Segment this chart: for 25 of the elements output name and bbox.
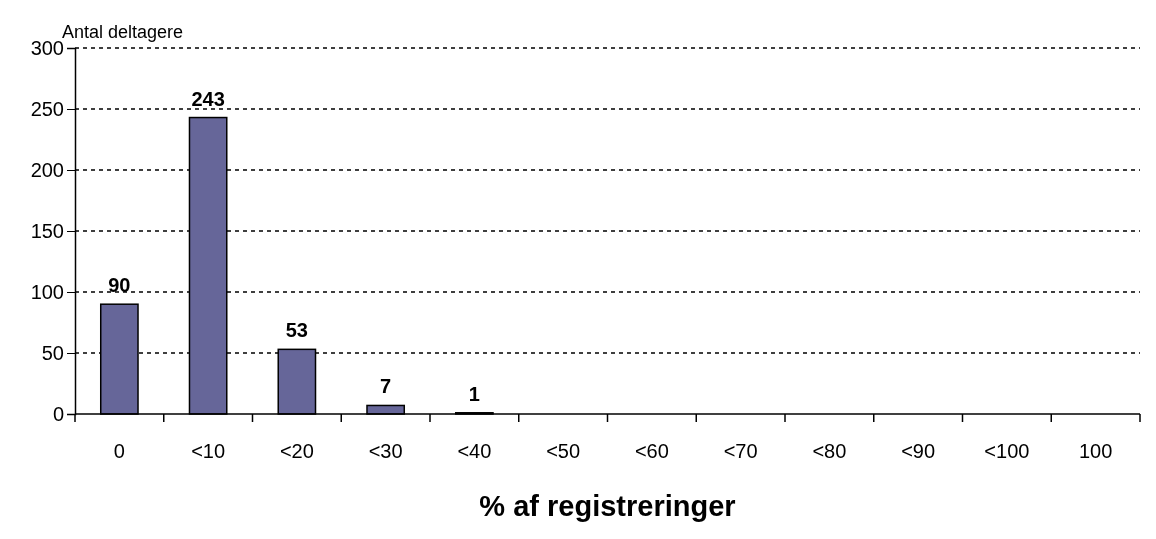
x-tick-label: <100	[984, 440, 1030, 462]
x-tick-label: <70	[723, 440, 758, 462]
x-tick-label: <10	[191, 440, 226, 462]
y-tick-label: 100	[30, 280, 64, 303]
x-tick-label: 100	[1078, 440, 1113, 462]
data-label: 90	[108, 274, 131, 297]
x-tick-label: <20	[279, 440, 314, 462]
x-tick-label: <90	[901, 440, 936, 462]
data-label: 1	[468, 382, 480, 405]
x-axis-title: % af registreringer	[479, 490, 736, 522]
y-tick-label: 0	[52, 402, 64, 425]
y-tick-label: 250	[30, 97, 64, 120]
x-tick-label: <30	[368, 440, 403, 462]
y-tick-label: 50	[41, 341, 64, 364]
data-label: 53	[285, 319, 308, 342]
y-tick-label: 200	[30, 158, 64, 181]
x-tick-label: 0	[113, 440, 125, 462]
x-tick-label: <50	[546, 440, 581, 462]
x-tick-label: <60	[634, 440, 669, 462]
data-label: 243	[191, 87, 225, 110]
x-tick-label: <80	[812, 440, 847, 462]
y-axis-title: Antal deltagere	[62, 22, 184, 42]
data-label: 7	[380, 375, 392, 398]
y-tick-label: 150	[30, 219, 64, 242]
x-tick-label: <40	[457, 440, 492, 462]
